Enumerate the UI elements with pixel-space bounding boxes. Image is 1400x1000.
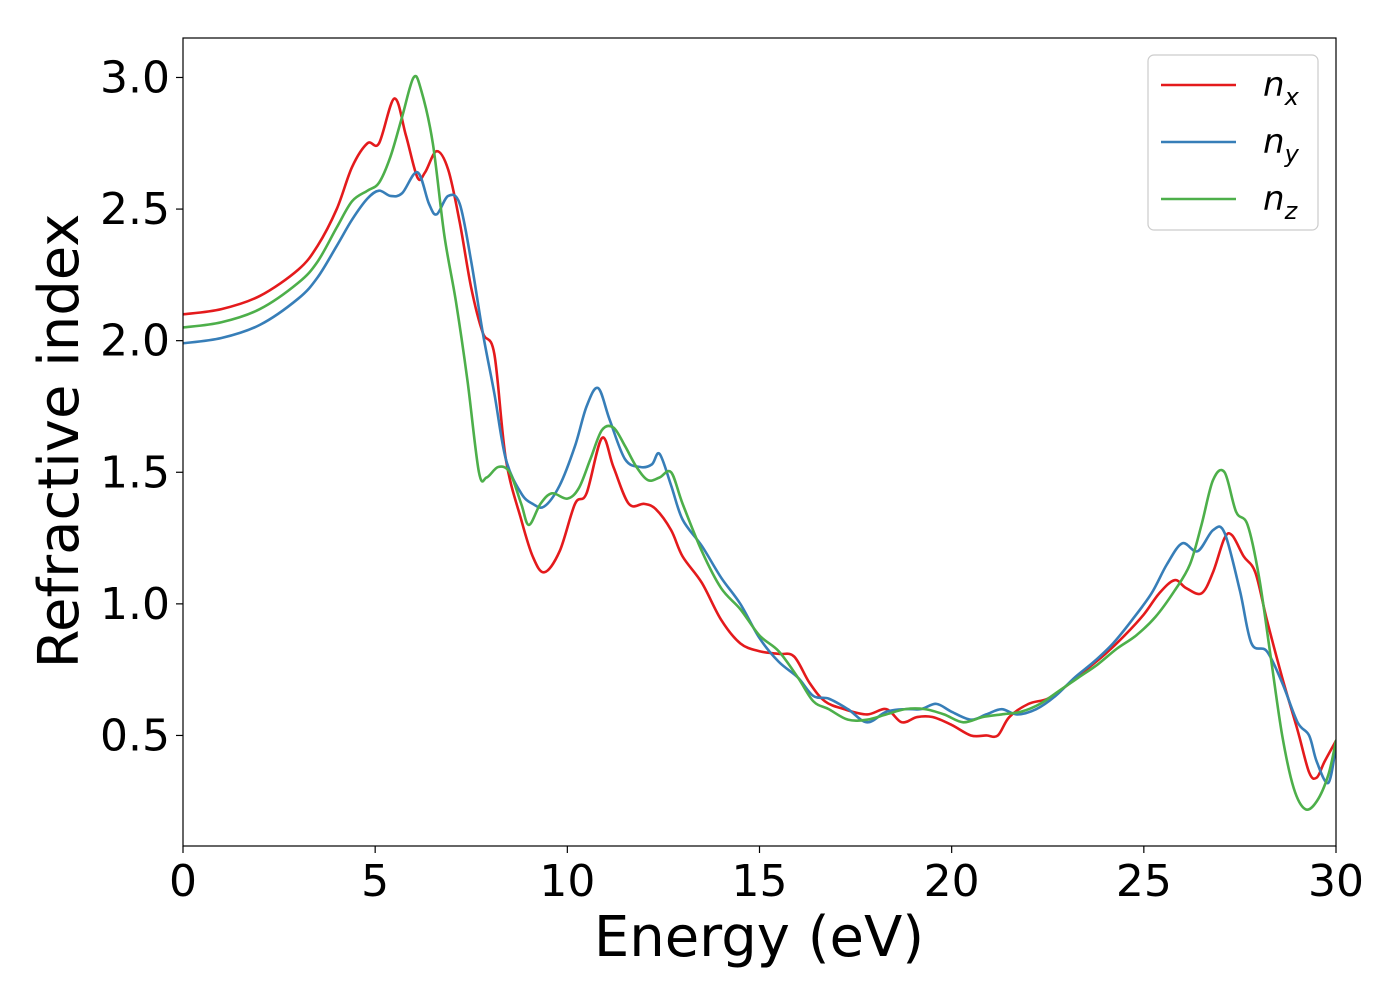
x-tick-label: 15 <box>732 856 788 907</box>
legend: nx ny nz <box>1147 54 1319 231</box>
y-tick-label: 1.0 <box>100 579 170 630</box>
y-axis-label: Refractive index <box>27 214 92 669</box>
legend-label-nx: nx <box>1263 65 1300 111</box>
x-tick-label: 25 <box>1116 856 1172 907</box>
x-axis-label: Energy (eV) <box>594 905 924 970</box>
series-lines <box>183 74 1336 811</box>
y-tick-label: 0.5 <box>100 710 170 761</box>
y-tick-label: 2.0 <box>100 316 170 367</box>
x-tick-label: 0 <box>169 856 197 907</box>
legend-items: nx ny nz <box>1161 65 1300 225</box>
legend-label-ny: ny <box>1263 122 1300 168</box>
x-tick-label: 5 <box>361 856 389 907</box>
series-line-nx <box>183 97 1336 781</box>
x-axis-ticks: 0 5 10 15 20 25 30 <box>169 846 1364 907</box>
y-tick-label: 2.5 <box>100 184 170 235</box>
series-line-nz <box>183 74 1336 811</box>
y-axis-ticks: 0.5 1.0 1.5 2.0 2.5 3.0 <box>100 52 183 761</box>
legend-label-nz: nz <box>1263 179 1299 225</box>
x-tick-label: 20 <box>924 856 980 907</box>
x-tick-label: 10 <box>539 856 595 907</box>
series-line-ny <box>183 170 1336 785</box>
y-tick-label: 1.5 <box>100 447 170 498</box>
y-tick-label: 3.0 <box>100 52 170 103</box>
x-tick-label: 30 <box>1308 856 1364 907</box>
